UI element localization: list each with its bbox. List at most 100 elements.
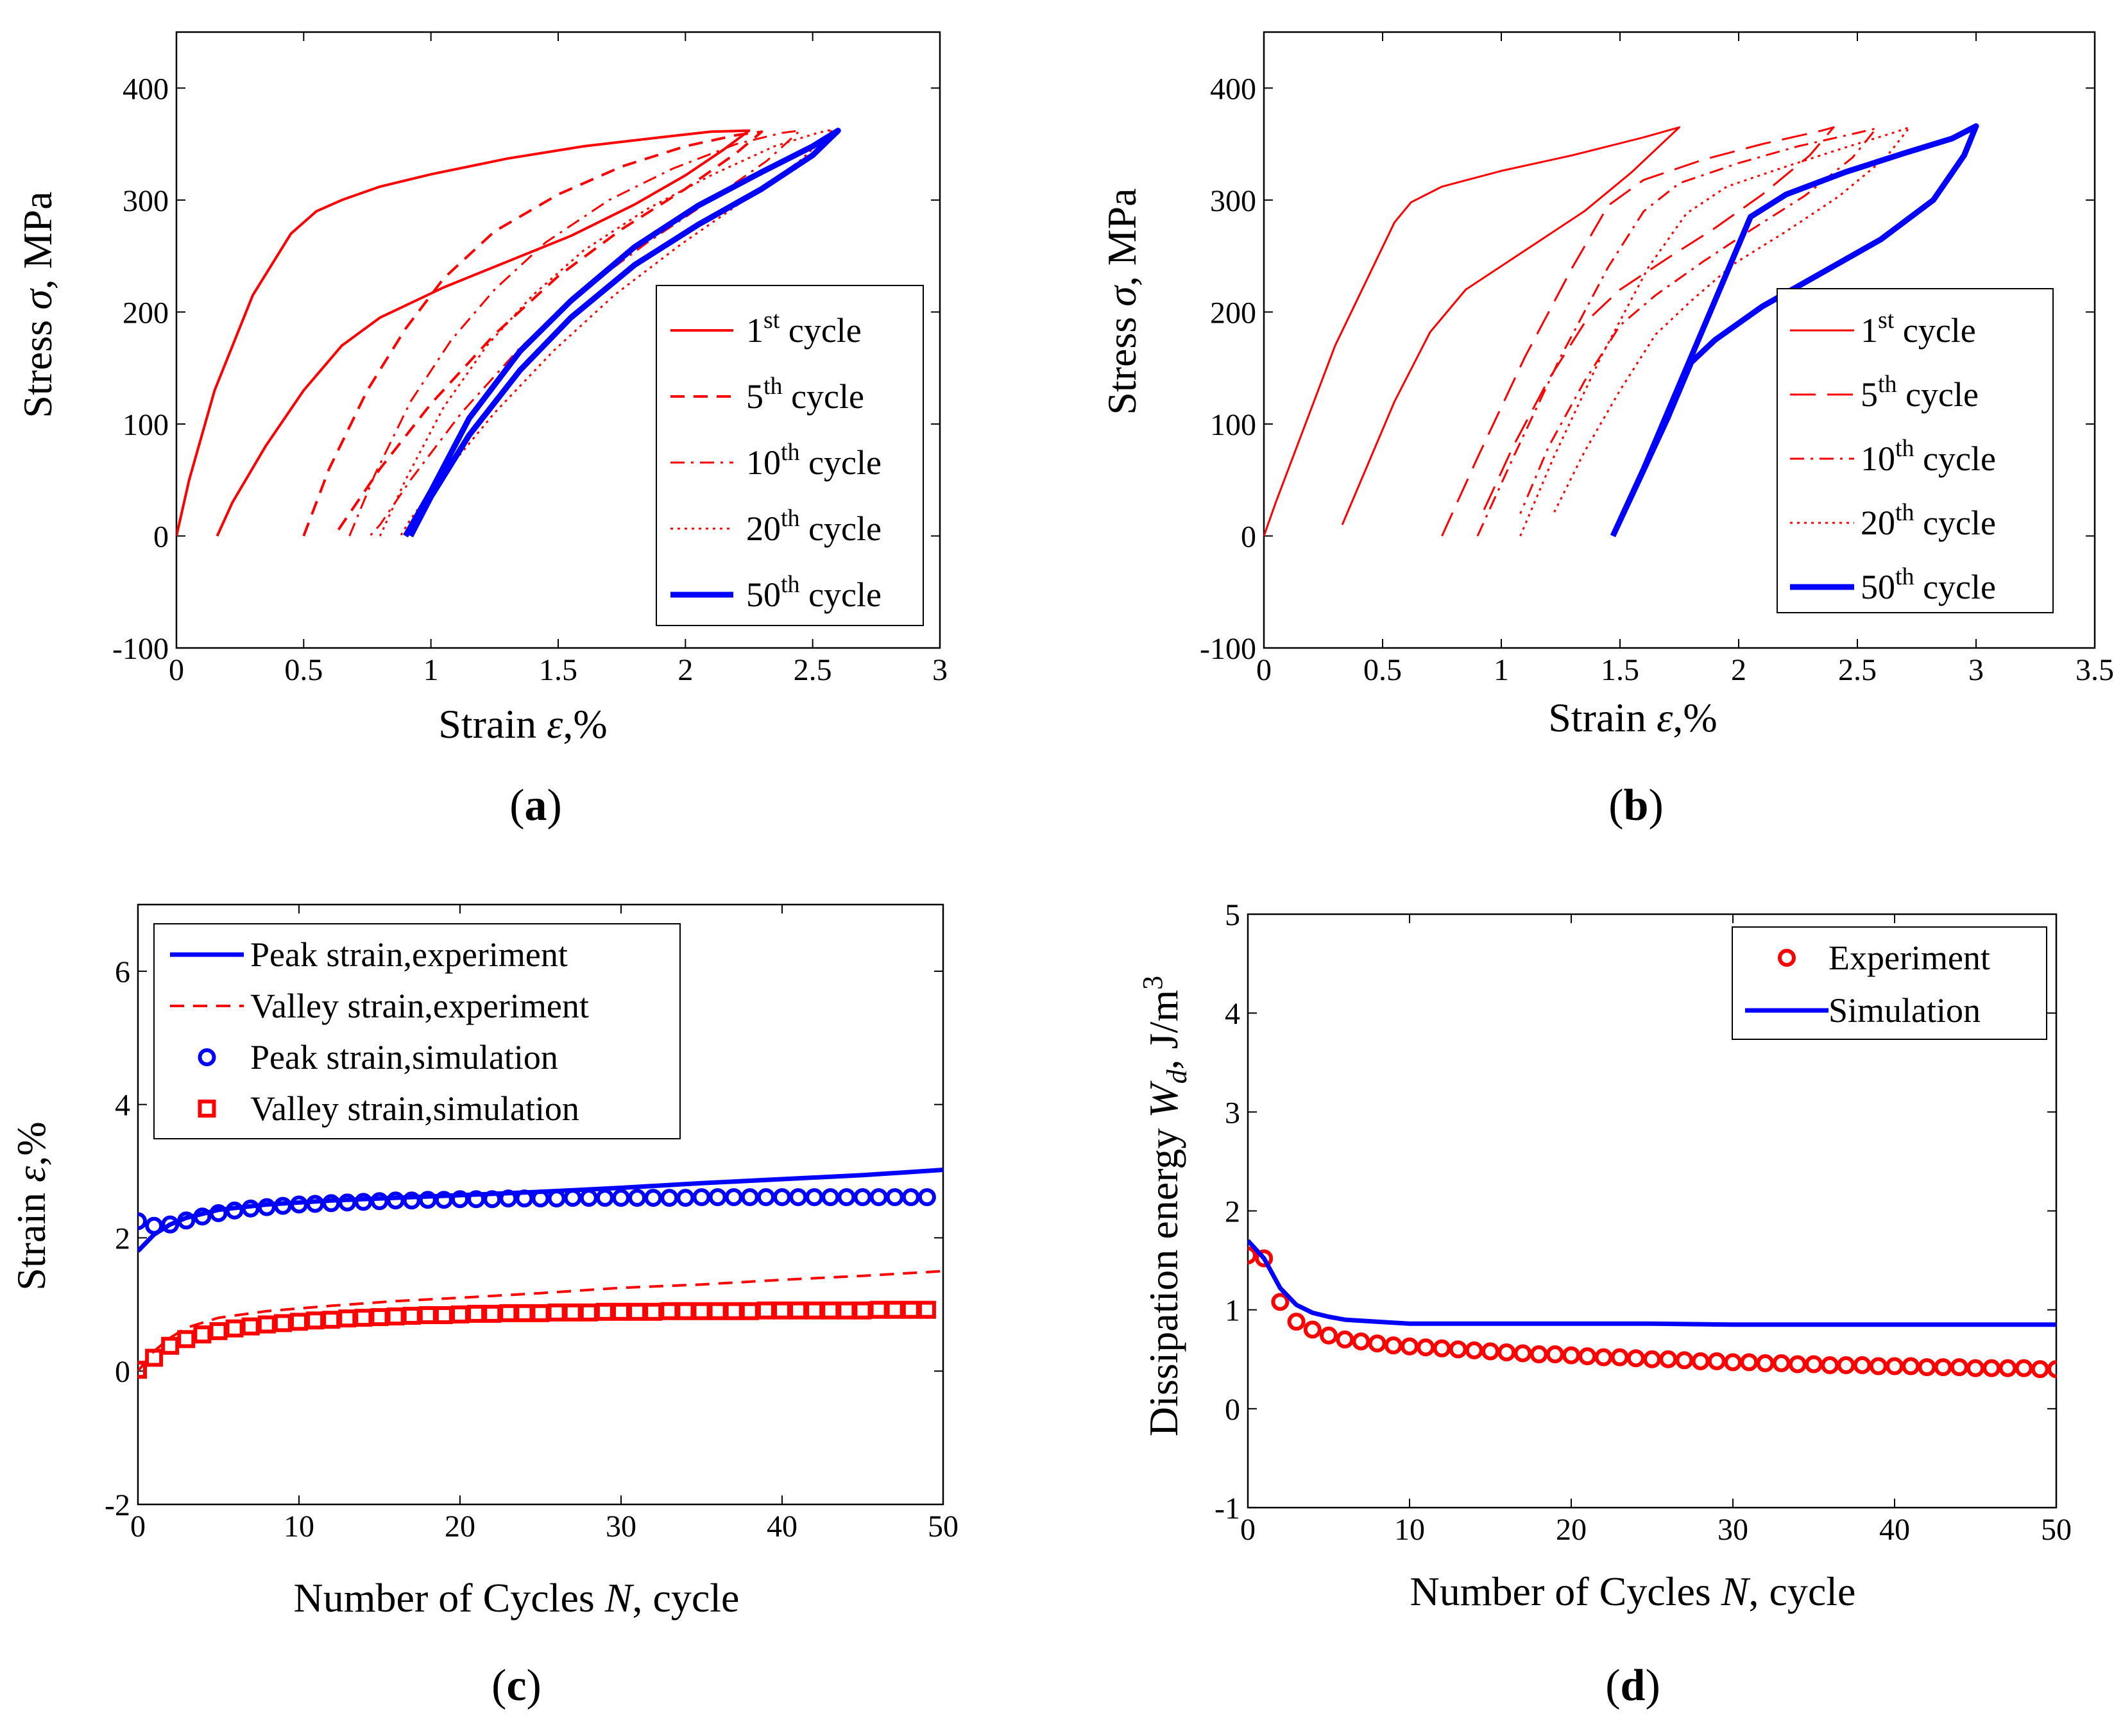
marker-valley-strain-simulation: [402, 1306, 421, 1325]
marker-valley-strain-simulation: [257, 1315, 276, 1334]
x-tick-label: 3.5: [2076, 653, 2114, 687]
x-tick-label: 0.5: [1363, 653, 1402, 687]
marker-experiment: [1497, 1343, 1516, 1361]
marker-valley-strain-simulation: [917, 1300, 936, 1319]
legend-word: cycle: [1914, 568, 1996, 606]
x-axis-label: Number of Cycles N, cycle: [1410, 1569, 1856, 1614]
y-axis-label-subscript: d: [1161, 1069, 1193, 1084]
x-tick-label: 1.5: [1601, 653, 1639, 687]
caption-letter: b: [1624, 781, 1649, 830]
marker-valley-strain-simulation: [531, 1304, 550, 1322]
marker-valley-strain-simulation: [322, 1311, 341, 1329]
marker-experiment: [1287, 1313, 1306, 1331]
legend-label-1st-cycle: 1st cycle: [746, 307, 862, 350]
marker-peak-strain-simulation: [531, 1189, 550, 1208]
y-axis-label-unit-superscript: 3: [1137, 976, 1168, 990]
marker-experiment: [1902, 1357, 1920, 1375]
legend-marker-valley-strain-simulation: [198, 1100, 216, 1118]
marker-valley-strain-simulation: [338, 1309, 357, 1328]
marker-valley-strain-simulation: [241, 1317, 260, 1336]
y-tick-label: 400: [1210, 72, 1256, 106]
series-group: [176, 128, 841, 538]
caption-close: ): [547, 781, 562, 830]
marker-peak-strain-simulation: [402, 1191, 421, 1210]
marker-experiment: [1853, 1356, 1871, 1374]
legend-word: cycle: [783, 377, 864, 416]
marker-experiment: [1950, 1358, 1968, 1377]
marker-peak-strain-simulation: [338, 1193, 357, 1212]
legend: Peak strain,experiment Valley strain,expe…: [153, 923, 681, 1139]
marker-valley-strain-simulation: [225, 1319, 244, 1338]
marker-peak-strain-simulation: [869, 1188, 888, 1207]
caption-letter: d: [1621, 1661, 1646, 1710]
y-tick-label: 2: [1225, 1195, 1240, 1229]
series-group: [1248, 1239, 2056, 1379]
legend-label-5th-cycle: 5th cycle: [746, 373, 864, 416]
marker-experiment: [2047, 1360, 2056, 1379]
series-line-1st-cycle: [176, 129, 751, 537]
marker-valley-strain-simulation: [515, 1304, 534, 1322]
marker-valley-strain-simulation: [579, 1303, 598, 1322]
marker-peak-strain-simulation: [724, 1188, 743, 1207]
marker-valley-strain-simulation: [628, 1302, 647, 1321]
marker-valley-strain-simulation: [354, 1309, 373, 1327]
x-axis-label-symbol: N: [1721, 1569, 1751, 1614]
series-line-50th-cycle: [403, 128, 841, 538]
series-line-10th-cycle: [1476, 127, 1878, 537]
legend-label-10th-cycle: 10th cycle: [1861, 435, 1996, 478]
x-axis-label-unit: , cycle: [1748, 1569, 1855, 1614]
legend-word: cycle: [1914, 504, 1996, 542]
marker-peak-strain-simulation: [579, 1189, 598, 1207]
marker-valley-strain-simulation: [306, 1311, 325, 1330]
marker-valley-strain-simulation: [660, 1302, 679, 1320]
series-line-20th-cycle: [1519, 126, 1911, 537]
x-tick-label: 30: [606, 1510, 636, 1544]
x-tick-label: 3: [932, 653, 948, 687]
marker-valley-strain-simulation: [821, 1301, 840, 1320]
x-axis-label: Number of Cycles N, cycle: [294, 1575, 740, 1621]
marker-peak-strain-simulation: [177, 1211, 196, 1230]
y-tick-label: 6: [115, 955, 130, 989]
legend-box: [656, 285, 924, 626]
panel-caption: (d): [1605, 1661, 1660, 1710]
x-tick-label: 50: [928, 1510, 959, 1544]
marker-peak-strain-simulation: [853, 1188, 872, 1207]
legend-superscript: th: [1895, 499, 1914, 526]
marker-valley-strain-simulation: [644, 1302, 663, 1321]
marker-valley-strain-simulation: [805, 1301, 824, 1320]
marker-peak-strain-simulation: [805, 1188, 824, 1207]
legend-label-experiment: Experiment: [1828, 939, 1990, 977]
legend-word: cycle: [800, 443, 882, 482]
marker-peak-strain-simulation: [499, 1189, 518, 1208]
marker-experiment: [1659, 1350, 1678, 1368]
marker-experiment: [1248, 1246, 1257, 1264]
legend-label-20th-cycle: 20th cycle: [746, 505, 882, 548]
marker-peak-strain-simulation: [290, 1195, 308, 1214]
y-tick-label: 4: [1225, 997, 1240, 1031]
legend-superscript: th: [1895, 435, 1914, 462]
y-tick-label: 300: [123, 184, 169, 218]
marker-experiment: [1578, 1347, 1597, 1366]
marker-experiment: [1562, 1346, 1580, 1365]
x-tick-label: 1: [1494, 653, 1509, 687]
x-tick-label: 0: [1240, 1513, 1256, 1547]
marker-peak-strain-simulation: [161, 1215, 180, 1234]
x-tick-label: 0: [130, 1510, 146, 1544]
legend-superscript: th: [763, 373, 783, 400]
legend-number: 5: [746, 377, 763, 416]
marker-valley-strain-simulation: [209, 1322, 228, 1340]
marker-experiment: [1303, 1320, 1322, 1339]
panel-caption: (c): [491, 1661, 541, 1710]
marker-valley-strain-simulation: [612, 1302, 630, 1321]
marker-experiment: [1449, 1340, 1467, 1359]
marker-valley-strain-simulation: [483, 1304, 502, 1323]
marker-peak-strain-simulation: [138, 1212, 147, 1230]
marker-experiment: [2015, 1359, 2033, 1377]
marker-experiment: [1821, 1356, 1839, 1374]
marker-peak-strain-simulation: [628, 1189, 647, 1207]
marker-peak-strain-simulation: [306, 1195, 325, 1213]
legend-superscript: th: [781, 439, 800, 466]
marker-experiment: [1772, 1354, 1791, 1372]
legend-label-50th-cycle: 50th cycle: [746, 571, 882, 614]
